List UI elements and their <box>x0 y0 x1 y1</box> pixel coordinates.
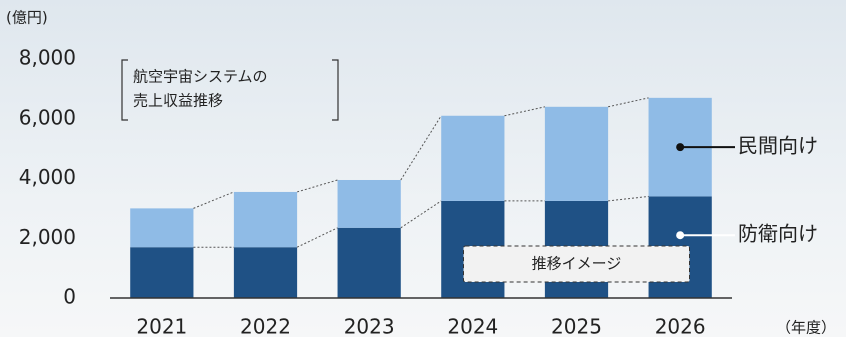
bar-segment <box>337 227 401 298</box>
bar-segment <box>130 247 194 298</box>
x-axis-label: （年度） <box>776 319 836 337</box>
connector <box>504 106 545 117</box>
y-tick-label: 6,000 <box>19 105 76 129</box>
bar-segment <box>233 247 298 298</box>
connector <box>296 227 338 248</box>
bar-segment <box>441 115 505 201</box>
legend-label: 民間向け <box>738 134 818 158</box>
connector <box>296 179 338 193</box>
y-tick-label: 0 <box>63 285 76 309</box>
x-tick-label: 2024 <box>447 315 498 337</box>
x-tick-label: 2023 <box>344 315 395 337</box>
connector <box>400 115 442 181</box>
y-tick-label: 8,000 <box>19 46 76 70</box>
x-tick-label: 2021 <box>136 315 187 337</box>
x-tick-label: 2022 <box>240 315 291 337</box>
annotation-bracket <box>121 59 339 121</box>
connector <box>193 191 235 209</box>
connector <box>400 200 442 229</box>
x-tick-label: 2026 <box>655 315 706 337</box>
bar-segment <box>130 208 194 248</box>
annotation: 航空宇宙システムの <box>133 68 268 86</box>
y-tick-label: 4,000 <box>19 165 76 189</box>
connector <box>608 195 649 202</box>
bar-segment <box>233 191 298 248</box>
annotation: 売上収益推移 <box>133 92 223 110</box>
legend-label: 防衛向け <box>738 222 818 246</box>
y-axis-label: (億円) <box>6 9 48 27</box>
y-tick-label: 2,000 <box>19 225 76 249</box>
x-tick-label: 2025 <box>551 315 602 337</box>
projection-box <box>463 245 690 283</box>
connector <box>608 97 649 108</box>
projection-label: 推移イメージ <box>532 255 622 273</box>
bar-segment <box>337 179 401 228</box>
bar-segment <box>544 106 609 201</box>
